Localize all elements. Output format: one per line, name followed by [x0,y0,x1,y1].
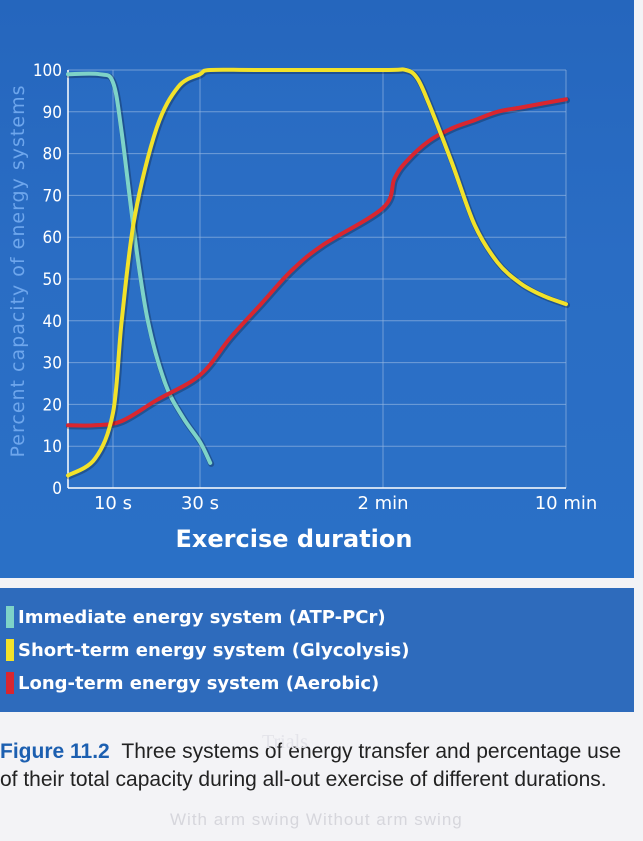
legend-item-glycolysis: Short-term energy system (Glycolysis) [6,637,409,663]
y-axis-label: Percent capacity of energy systems [7,85,29,458]
y-tick-label: 50 [43,270,62,290]
legend-label: Long-term energy system (Aerobic) [18,672,380,694]
y-tick-label: 60 [43,228,62,248]
figure-label: Figure 11.2 [0,740,110,763]
figure-caption: Figure 11.2 Three systems of energy tran… [0,738,643,794]
series-line-aerobic [66,97,568,428]
y-tick-label: 70 [43,186,62,206]
bleed-through-legend: With arm swing Without arm swing [170,810,463,829]
chart-svg: 0 10 20 30 40 50 60 70 80 90 100 10 s 30 s 2 min 10 mi… [7,61,598,553]
legend-label: Immediate energy system (ATP-PCr) [18,606,386,628]
y-tick-label: 10 [43,437,62,457]
legend-swatch [6,639,14,661]
y-tick-label: 20 [43,395,62,415]
y-tick-label: 90 [43,103,62,123]
caption-text: Three systems of energy transfer and per… [0,740,621,791]
chart-panel: 0 10 20 30 40 50 60 70 80 90 100 10 s 30 s 2 min 10 mi… [0,0,634,578]
legend-swatch [6,672,14,694]
y-tick-label: 80 [43,145,62,165]
x-tick-label: 30 s [181,493,219,514]
y-tick-label: 0 [52,479,62,499]
x-tick-label: 2 min [357,493,408,514]
bleed-through-title: Trials [262,731,308,753]
legend-item-atp-pcr: Immediate energy system (ATP-PCr) [6,604,386,630]
legend-swatch [6,606,14,628]
y-tick-label: 100 [33,61,62,81]
x-tick-label: 10 s [94,493,132,514]
x-tick-label: 10 min [535,493,598,514]
y-tick-label: 30 [43,354,62,374]
series-line-atp-pcr [66,71,213,465]
legend-item-aerobic: Long-term energy system (Aerobic) [6,670,379,696]
legend-label: Short-term energy system (Glycolysis) [18,639,410,661]
legend-panel: Immediate energy system (ATP-PCr) Short-t… [0,588,634,712]
y-tick-label: 40 [43,312,62,332]
series-line-glycolysis [66,67,568,478]
x-axis-label: Exercise duration [176,525,413,553]
